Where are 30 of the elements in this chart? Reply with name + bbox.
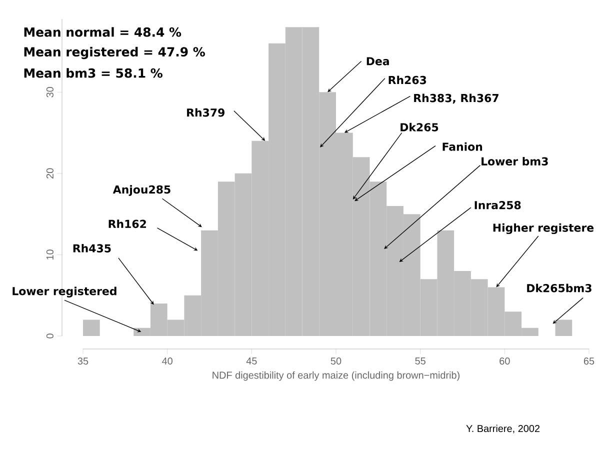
y-tick-label: 10 [46, 250, 54, 260]
x-tick-label: 50 [330, 358, 342, 365]
annotation: Mean normal = 48.4 % [24, 27, 182, 37]
x-tick-label: 65 [584, 358, 594, 365]
annotation: Lower registered [12, 286, 116, 298]
annotation: Rh379 [187, 108, 224, 117]
x-axis-title: NDF digestibility of early maize (including brown−midrib) [212, 371, 460, 381]
y-tick-label: 30 [46, 87, 54, 98]
x-tick-label: 35 [78, 358, 88, 365]
annotation: Inra258 [474, 201, 521, 210]
x-tick-label: 55 [415, 358, 426, 364]
text: Y. Barriere, 2002 [466, 424, 540, 434]
annotation: Rh162 [108, 220, 146, 228]
annotation: Rh435 [73, 244, 111, 252]
annotation: Mean bm3 = 58.1 % [24, 68, 162, 78]
x-tick-label: 45 [246, 358, 257, 364]
annotation: Dk265 [400, 122, 438, 132]
annotation: Mean registered = 47.9 % [24, 46, 205, 60]
x-tick-label: 40 [162, 358, 172, 365]
y-tick-label: 0 [46, 334, 54, 338]
annotation: Fanion [442, 142, 482, 151]
annotation: Higher registere [493, 223, 594, 234]
annotation: Dea [366, 57, 389, 66]
annotation: Lower bm3 [482, 157, 548, 166]
x-tick-label: 60 [500, 358, 510, 365]
annotation: Rh383, Rh367 [414, 94, 498, 104]
y-tick-label: 20 [46, 168, 54, 178]
annotation: Dk265bm3 [527, 284, 592, 292]
annotation: Anjou285 [112, 185, 170, 196]
annotation: Rh263 [388, 76, 426, 84]
